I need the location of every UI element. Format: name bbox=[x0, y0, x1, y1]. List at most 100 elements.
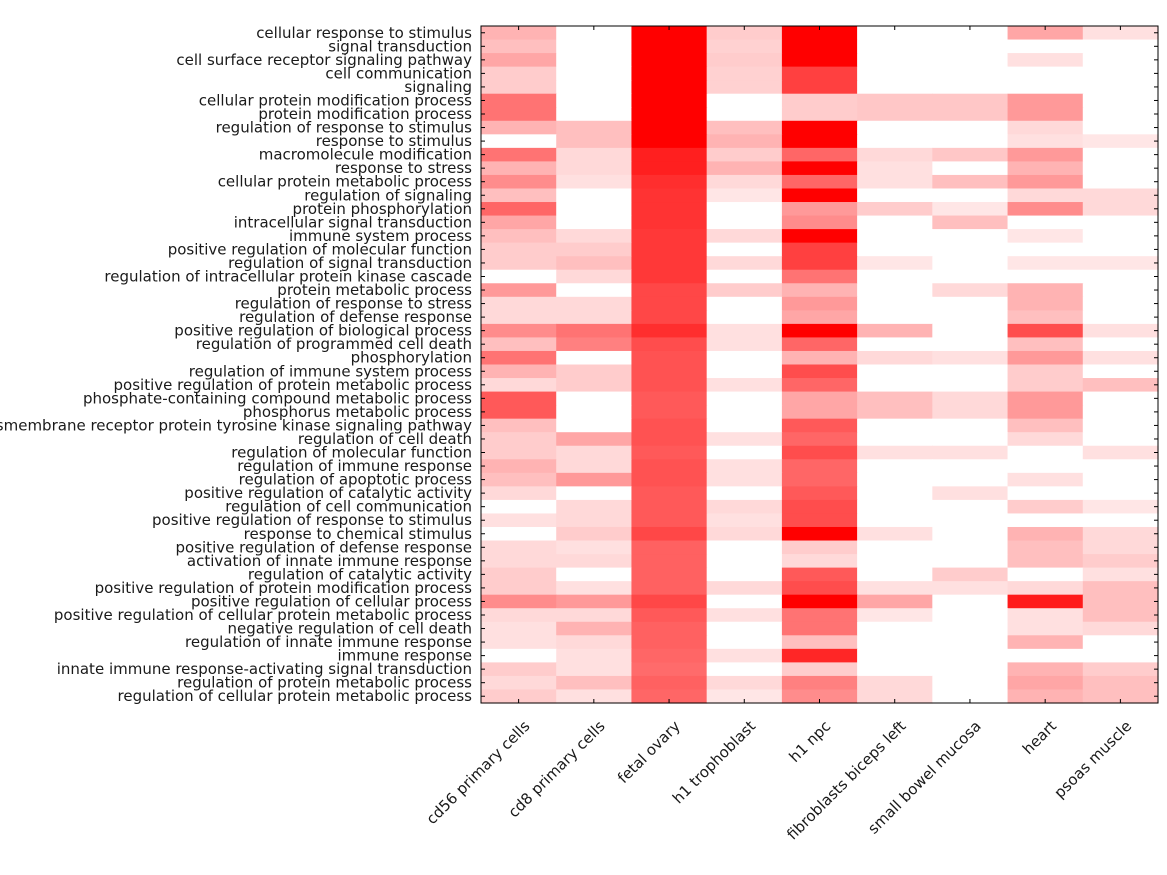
heatmap-cell bbox=[1007, 80, 1084, 95]
heatmap-cell bbox=[631, 526, 708, 542]
heatmap-cell bbox=[932, 350, 1009, 366]
heatmap-cell bbox=[781, 80, 858, 95]
heatmap-cell bbox=[1007, 134, 1084, 149]
heatmap-cell bbox=[706, 188, 783, 203]
heatmap-cell bbox=[631, 648, 708, 663]
heatmap-cell bbox=[556, 269, 633, 284]
heatmap-cell bbox=[781, 648, 858, 663]
heatmap-cell bbox=[481, 581, 557, 596]
heatmap-cell bbox=[631, 323, 708, 339]
row-label: regulation of molecular function bbox=[231, 444, 472, 462]
heatmap-cell bbox=[857, 147, 933, 162]
heatmap-cell bbox=[1082, 567, 1159, 582]
heatmap-cell bbox=[706, 472, 783, 487]
heatmap-cell bbox=[481, 310, 557, 325]
heatmap-cell bbox=[481, 202, 557, 217]
heatmap-cell bbox=[556, 662, 633, 677]
heatmap-cell bbox=[706, 499, 783, 515]
heatmap-cell bbox=[706, 364, 783, 379]
heatmap-cell bbox=[1082, 635, 1159, 650]
heatmap-cell bbox=[481, 323, 557, 339]
heatmap-cell bbox=[556, 66, 633, 81]
heatmap-cell bbox=[781, 256, 858, 271]
heatmap-cell bbox=[857, 378, 933, 393]
heatmap-cell bbox=[857, 635, 933, 650]
heatmap-cell bbox=[932, 283, 1009, 298]
heatmap-cell bbox=[1082, 472, 1159, 487]
heatmap-cell bbox=[1082, 554, 1159, 569]
heatmap-cell bbox=[932, 323, 1009, 339]
heatmap-cell bbox=[932, 296, 1009, 311]
heatmap-cell bbox=[631, 120, 708, 135]
heatmap-cell bbox=[857, 662, 933, 677]
heatmap-cell bbox=[781, 635, 858, 650]
heatmap-cell bbox=[857, 581, 933, 596]
heatmap-cell bbox=[706, 418, 783, 433]
heatmap-cell bbox=[556, 472, 633, 487]
row-label: macromolecule modification bbox=[259, 146, 472, 164]
heatmap-cell bbox=[781, 364, 858, 379]
heatmap-cell bbox=[781, 567, 858, 582]
heatmap-cell bbox=[1007, 445, 1084, 460]
heatmap-cell bbox=[481, 432, 557, 447]
heatmap-cell bbox=[1082, 323, 1159, 339]
heatmap-cell bbox=[706, 269, 783, 284]
heatmap-cell bbox=[556, 350, 633, 366]
heatmap-cell bbox=[556, 499, 633, 515]
heatmap-cell bbox=[781, 689, 858, 704]
heatmap-cell bbox=[781, 418, 858, 433]
heatmap-cell bbox=[857, 445, 933, 460]
heatmap-cell bbox=[556, 134, 633, 149]
heatmap-cell bbox=[932, 215, 1009, 230]
row-label: regulation of catalytic activity bbox=[248, 565, 472, 583]
heatmap-cell bbox=[631, 174, 708, 190]
heatmap-cell bbox=[857, 675, 933, 691]
heatmap-cell bbox=[556, 635, 633, 650]
heatmap-cell bbox=[857, 310, 933, 325]
heatmap-cell bbox=[1007, 513, 1084, 528]
row-label: positive regulation of molecular functio… bbox=[168, 240, 472, 258]
heatmap-cell bbox=[481, 188, 557, 203]
heatmap-cell bbox=[481, 147, 557, 162]
heatmap-cell bbox=[631, 662, 708, 677]
heatmap-cell bbox=[781, 26, 858, 41]
heatmap-cell bbox=[1082, 608, 1159, 623]
heatmap-cell bbox=[631, 594, 708, 609]
heatmap-cell bbox=[556, 445, 633, 460]
heatmap-cell bbox=[932, 256, 1009, 271]
heatmap-cell bbox=[932, 188, 1009, 203]
heatmap-cell bbox=[706, 594, 783, 609]
heatmap-cell bbox=[932, 66, 1009, 81]
heatmap-cell bbox=[1082, 621, 1159, 636]
heatmap-cell bbox=[857, 93, 933, 108]
row-label: regulation of innate immune response bbox=[185, 633, 472, 651]
heatmap-cell bbox=[857, 540, 933, 555]
heatmap-cell bbox=[857, 120, 933, 135]
heatmap-cell bbox=[857, 242, 933, 257]
heatmap-cell bbox=[556, 256, 633, 271]
heatmap-cell bbox=[706, 93, 783, 108]
heatmap-cell bbox=[631, 486, 708, 501]
heatmap-cell bbox=[1007, 378, 1084, 393]
heatmap-cell bbox=[481, 120, 557, 135]
row-label: regulation of response to stress bbox=[235, 295, 472, 313]
heatmap-cell bbox=[706, 621, 783, 636]
heatmap-cell bbox=[481, 350, 557, 366]
heatmap-cell bbox=[481, 472, 557, 487]
heatmap-cell bbox=[1082, 662, 1159, 677]
heatmap-cell bbox=[1007, 323, 1084, 339]
heatmap-cell bbox=[781, 120, 858, 135]
heatmap-cell bbox=[1082, 39, 1159, 54]
heatmap-cell bbox=[706, 256, 783, 271]
heatmap-cell bbox=[1082, 378, 1159, 393]
heatmap-cell bbox=[1007, 202, 1084, 217]
heatmap-cell bbox=[932, 53, 1009, 68]
heatmap-cell bbox=[857, 283, 933, 298]
heatmap-cell bbox=[932, 364, 1009, 379]
heatmap-cell bbox=[631, 134, 708, 149]
heatmap-cell bbox=[481, 594, 557, 609]
heatmap-cell bbox=[481, 391, 557, 406]
row-label: immune system process bbox=[289, 227, 472, 245]
heatmap-cell bbox=[857, 364, 933, 379]
